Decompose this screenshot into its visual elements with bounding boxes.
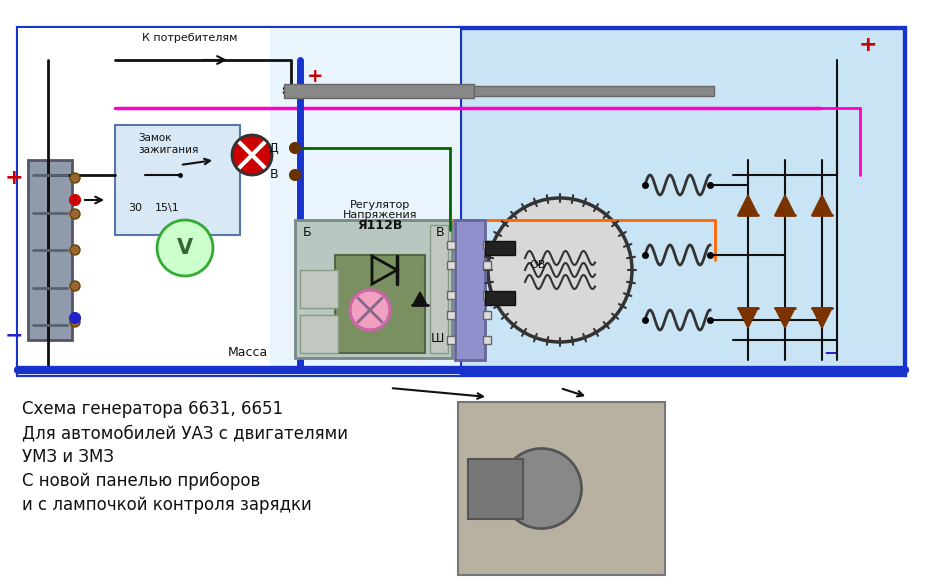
Circle shape bbox=[290, 143, 300, 153]
Text: и с лампочкой контроля зарядки: и с лампочкой контроля зарядки bbox=[22, 496, 312, 514]
Bar bbox=[18, 28, 270, 375]
Bar bbox=[335, 255, 425, 353]
Bar bbox=[483, 311, 491, 319]
Text: +: + bbox=[5, 168, 23, 188]
Circle shape bbox=[70, 209, 80, 219]
Bar bbox=[483, 336, 491, 344]
Bar bbox=[483, 241, 491, 249]
Text: Регулятор: Регулятор bbox=[350, 200, 410, 210]
Circle shape bbox=[157, 220, 213, 276]
Text: Напряжения: Напряжения bbox=[343, 210, 417, 220]
Circle shape bbox=[70, 281, 80, 291]
Bar bbox=[460, 28, 905, 375]
Polygon shape bbox=[812, 308, 832, 328]
Text: К потребителям: К потребителям bbox=[142, 33, 238, 43]
Bar bbox=[447, 241, 455, 249]
Circle shape bbox=[70, 245, 80, 255]
Text: Д: Д bbox=[268, 141, 278, 155]
Bar bbox=[483, 261, 491, 269]
Text: В: В bbox=[436, 226, 444, 239]
Text: С новой панелью приборов: С новой панелью приборов bbox=[22, 472, 260, 490]
Text: зажигания: зажигания bbox=[138, 145, 198, 155]
Text: ОВ: ОВ bbox=[530, 260, 546, 270]
Bar bbox=[447, 311, 455, 319]
Text: Масса: Масса bbox=[228, 346, 268, 359]
Bar bbox=[430, 225, 448, 353]
Bar bbox=[485, 241, 515, 255]
Bar bbox=[468, 458, 523, 519]
Circle shape bbox=[70, 317, 80, 327]
Text: Я112В: Я112В bbox=[357, 219, 402, 232]
Bar bbox=[284, 84, 474, 98]
Polygon shape bbox=[812, 195, 832, 215]
Text: 30: 30 bbox=[128, 203, 142, 213]
Bar bbox=[300, 315, 338, 353]
Text: +: + bbox=[307, 66, 323, 86]
Bar bbox=[447, 291, 455, 299]
Bar bbox=[447, 336, 455, 344]
Bar bbox=[270, 28, 460, 375]
Text: Схема генератора 6631, 6651: Схема генератора 6631, 6651 bbox=[22, 400, 283, 418]
Text: Ш: Ш bbox=[431, 332, 444, 345]
Text: +: + bbox=[858, 35, 877, 55]
Bar bbox=[458, 402, 665, 575]
Circle shape bbox=[232, 135, 272, 175]
Polygon shape bbox=[775, 195, 795, 215]
Text: −: − bbox=[823, 343, 837, 361]
Text: −: − bbox=[5, 325, 23, 345]
Bar bbox=[483, 291, 491, 299]
Polygon shape bbox=[738, 308, 758, 328]
Circle shape bbox=[488, 198, 632, 342]
Circle shape bbox=[350, 290, 390, 330]
Polygon shape bbox=[738, 195, 758, 215]
Bar bbox=[300, 270, 338, 308]
Polygon shape bbox=[775, 308, 795, 328]
Circle shape bbox=[70, 195, 80, 205]
Circle shape bbox=[501, 448, 582, 529]
Bar bbox=[447, 261, 455, 269]
Bar bbox=[115, 125, 240, 235]
Bar bbox=[18, 28, 905, 375]
Text: УМЗ и ЗМЗ: УМЗ и ЗМЗ bbox=[22, 448, 114, 466]
Bar bbox=[485, 291, 515, 305]
Text: В: В bbox=[269, 169, 278, 182]
Text: V: V bbox=[177, 238, 193, 258]
Polygon shape bbox=[413, 292, 427, 305]
Text: Замок: Замок bbox=[138, 133, 171, 143]
Text: Для автомобилей УАЗ с двигателями: Для автомобилей УАЗ с двигателями bbox=[22, 424, 348, 442]
Bar bbox=[455, 220, 485, 360]
Text: Б: Б bbox=[303, 226, 312, 239]
Circle shape bbox=[70, 313, 80, 323]
Bar bbox=[28, 160, 72, 340]
Circle shape bbox=[70, 173, 80, 183]
Bar bbox=[474, 86, 714, 96]
Text: 15\1: 15\1 bbox=[155, 203, 179, 213]
Bar bbox=[295, 220, 452, 358]
Circle shape bbox=[290, 170, 300, 180]
